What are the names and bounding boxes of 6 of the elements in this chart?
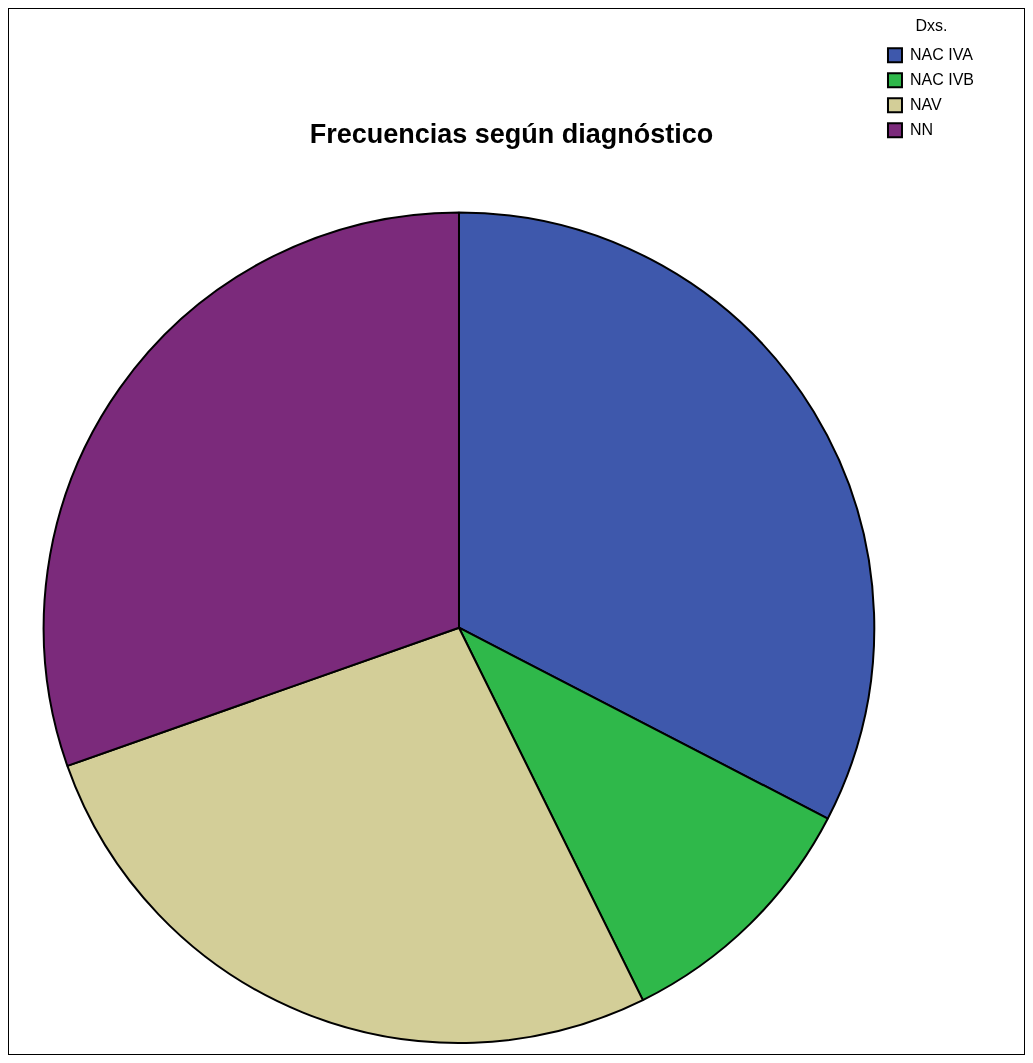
text: Frecuencias según diagnóstico: [309, 118, 714, 149]
legend-label: NAC IVA: [909, 45, 974, 63]
legend-label: NAC IVB: [909, 70, 974, 88]
legend-label: NN: [909, 120, 934, 138]
legend-title: Dxs.: [915, 17, 948, 35]
legend-label: NAV: [909, 95, 943, 113]
